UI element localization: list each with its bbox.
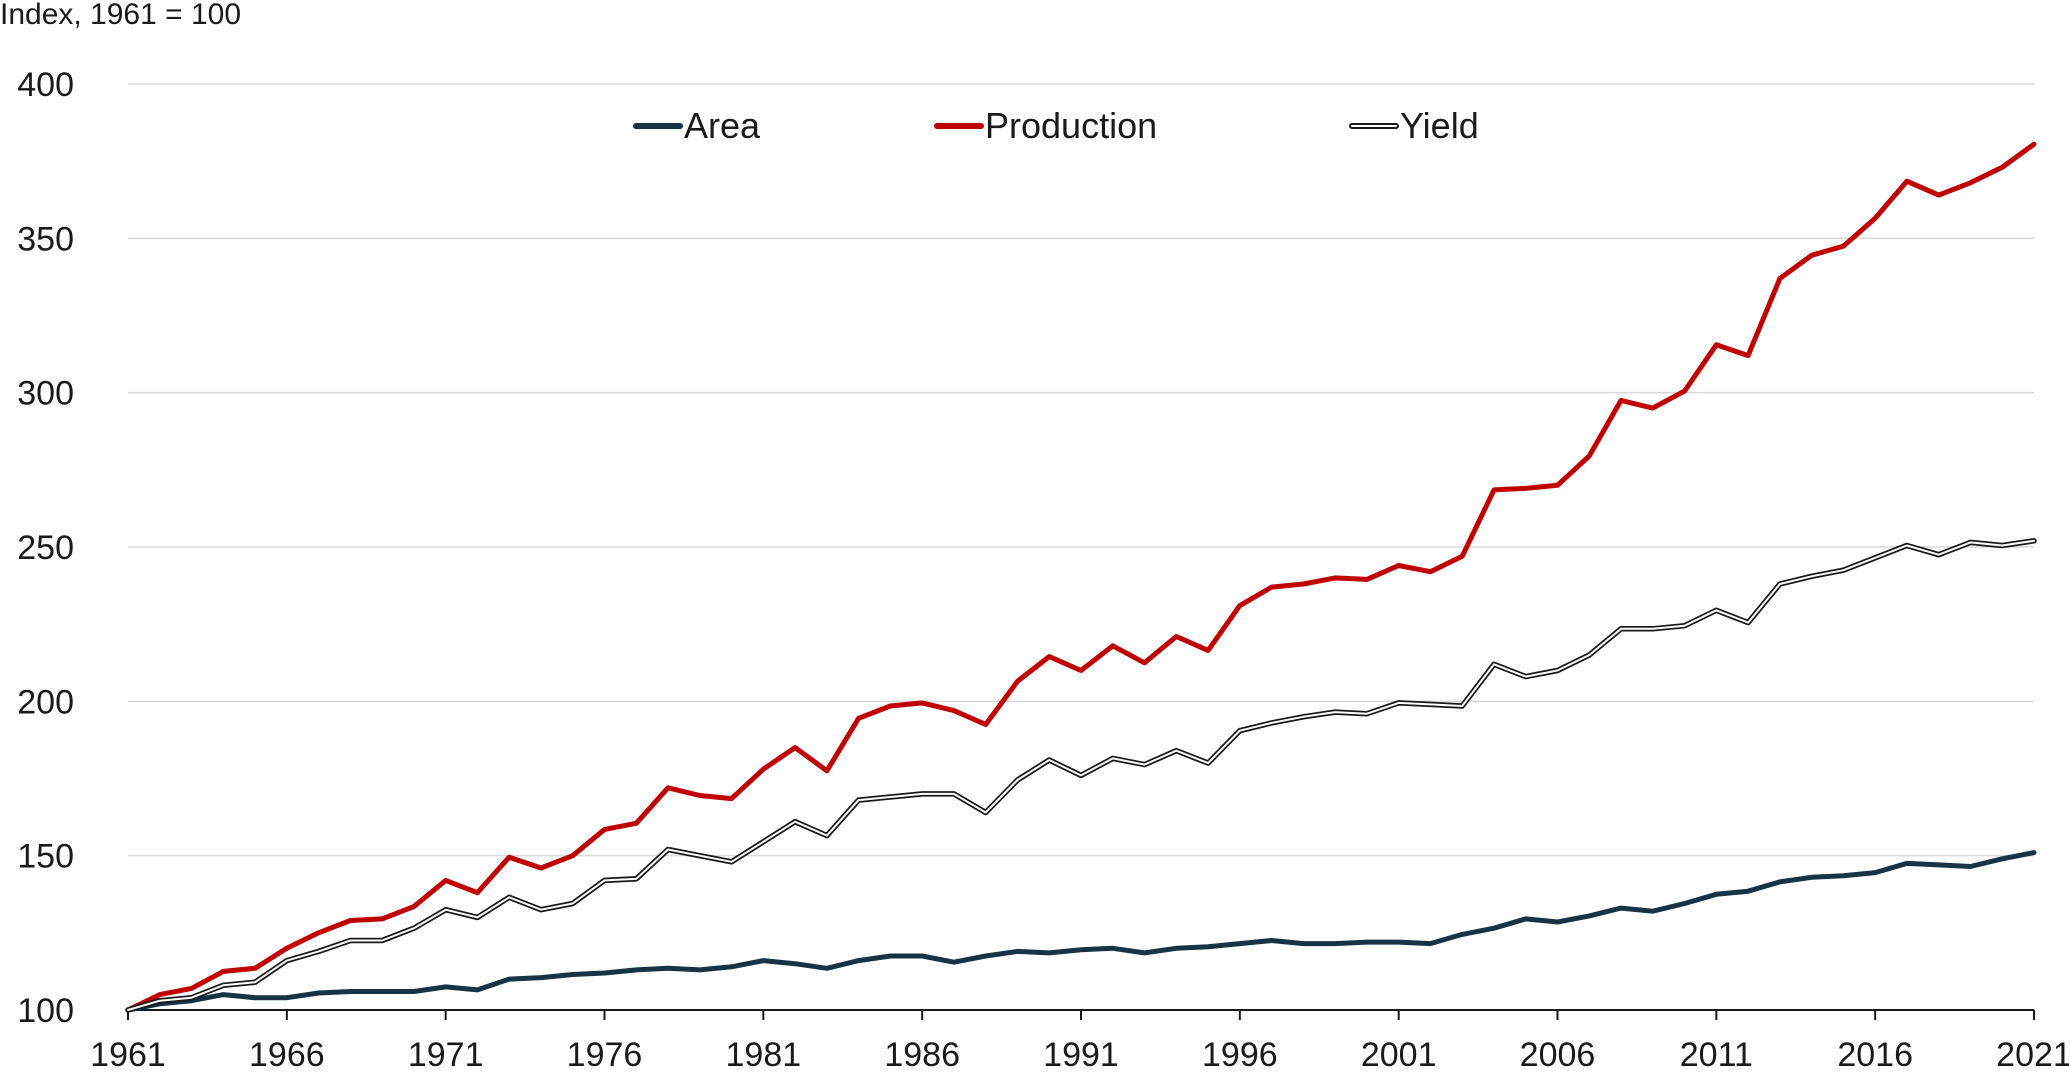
legend-label-area: Area <box>684 105 761 146</box>
legend-label-yield: Yield <box>1400 105 1479 146</box>
y-tick-label-350: 350 <box>17 220 74 258</box>
series-line-inner-yield <box>127 539 2035 1011</box>
x-tick-label-1996: 1996 <box>1202 1036 1278 1074</box>
legend-item-yield: Yield <box>1349 105 1479 146</box>
series-yield <box>125 538 2037 1013</box>
legend-item-production: Production <box>934 105 1157 146</box>
x-tick-label-1976: 1976 <box>567 1036 643 1074</box>
x-tick-label-1991: 1991 <box>1043 1036 1119 1074</box>
x-tick-label-1961: 1961 <box>90 1036 166 1074</box>
series-production <box>125 141 2037 1013</box>
legend-item-area: Area <box>633 105 761 146</box>
series-line-production <box>125 141 2037 1013</box>
series-line-area <box>125 850 2037 1013</box>
x-tick-label-2011: 2011 <box>1680 1036 1753 1074</box>
y-tick-label-300: 300 <box>17 375 74 413</box>
x-tick-label-1981: 1981 <box>726 1036 802 1074</box>
y-tick-label-100: 100 <box>17 992 74 1030</box>
series-lines <box>125 141 2037 1013</box>
y-tick-label-400: 400 <box>17 66 74 104</box>
legend: Area Production Yield <box>633 105 1479 146</box>
x-tick-label-2006: 2006 <box>1520 1036 1596 1074</box>
y-tick-label-250: 250 <box>17 529 74 567</box>
x-tick-label-2001: 2001 <box>1361 1036 1437 1074</box>
x-tick-label-1971: 1971 <box>408 1036 484 1074</box>
x-tick-label-2021: 2021 <box>1996 1036 2069 1074</box>
series-area <box>125 850 2037 1013</box>
gridlines <box>128 83 2034 857</box>
x-tick-label-2016: 2016 <box>1837 1036 1913 1074</box>
x-tick-label-1966: 1966 <box>249 1036 325 1074</box>
y-tick-label-150: 150 <box>17 838 74 876</box>
axes: 100 150 200 250 300 350 400 1961 1966 1971 1976 198… <box>17 66 2069 1074</box>
y-tick-label-200: 200 <box>17 683 74 721</box>
y-axis-title: Index, 1961 = 100 <box>0 0 241 31</box>
legend-label-production: Production <box>985 105 1157 146</box>
x-tick-label-1986: 1986 <box>884 1036 960 1074</box>
